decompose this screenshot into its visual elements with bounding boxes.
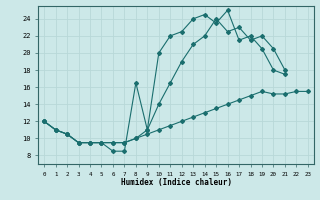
X-axis label: Humidex (Indice chaleur): Humidex (Indice chaleur) [121, 178, 231, 187]
